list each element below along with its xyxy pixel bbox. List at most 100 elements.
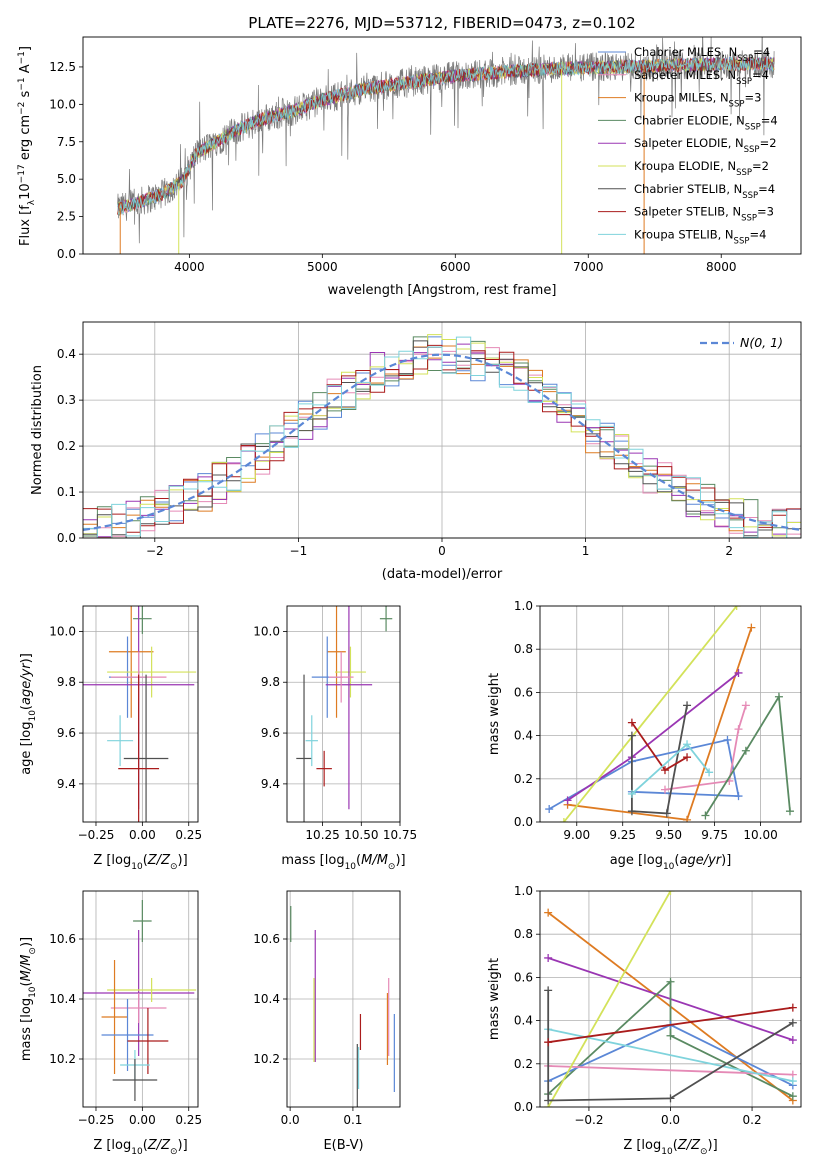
plot-area [296,606,393,822]
legend-label-gauss: N(0, 1) [740,335,783,350]
weight-marker-kroupa_elodie [559,818,568,822]
weight-marker-chabrier_stelib [683,701,692,710]
weight-marker-chabrier_elodie [788,1092,797,1101]
label-part: −1 [17,51,27,64]
x-tick-label: 10.75 [383,828,417,842]
legend-label-salpeter_elodie: Salpeter ELODIE, NSSP=2 [634,136,777,155]
label-part: 10 [28,710,38,722]
x-tick-label: 0.0 [661,1113,680,1127]
legend-sub: SSP [736,168,752,178]
x-tick-label: 4000 [174,260,205,274]
label-part: ] [18,46,33,51]
weight-marker-chabrier_stelib [544,1096,553,1105]
panel-spectrum: 4000 5000 6000 7000 8000 0.0 2.5 5.0 7.5 10.0 12.5… [17,14,802,298]
y-tick-label: 10.6 [253,932,280,946]
x-tick-label: 9.50 [655,828,682,842]
legend-value: =2 [752,159,769,173]
y-tick-label: 0.0 [514,815,533,829]
weight-line-kroupa_elodie [547,891,672,1107]
y-tick-label: 7.5 [57,135,76,149]
weight-marker-chabrier_elodie [666,977,675,986]
legend-text: Kroupa ELODIE, N [634,159,736,173]
legend-sub: SSP [736,77,752,87]
weight-marker-chabrier_stelib [788,1018,797,1027]
label-part: ⊙ [170,1147,178,1157]
y-tick-label: 0.4 [57,347,76,361]
x-tick-label: 1 [582,544,590,558]
label-part: ( [673,1138,678,1153]
label-part: −2 [17,102,27,115]
y-tick-label: 0.4 [514,729,533,743]
legend-sub: SSP [737,54,753,64]
label-part: M/M [19,955,34,982]
weight-line-kroupa_elodie [563,606,738,822]
y-tick-label: 9.6 [57,726,76,740]
label-part: age/yr [19,662,34,705]
weight-marker-kroupa_elodie [732,606,741,610]
weight-marker-salpeter_stelib [788,1003,797,1012]
label-part: )] [178,853,188,868]
label-part: ( [143,853,148,868]
weight-marker-chabrier_stelib [666,1094,675,1103]
legend-value: =3 [744,91,761,105]
x-tick-label: 9.75 [701,828,728,842]
y-tick-label: 9.8 [261,675,280,689]
label-part: 10 [131,1147,143,1157]
x-axis-label: mass [log10(M/M⊙)] [281,853,405,872]
panel-weight_vs_Z: −0.2 0.0 0.2 0.0 0.2 0.4 0.6 0.8 1.0 Z [log10(Z/Z… [487,884,802,1157]
legend-value: =4 [752,68,769,82]
label-part: mass [log [19,998,34,1061]
legend-text: Salpeter ELODIE, N [634,136,744,150]
x-tick-label: 2 [725,544,733,558]
label-part: )] [708,1138,718,1153]
x-tick-label: −2 [146,544,164,558]
label-part: )] [19,937,34,947]
x-tick-label: −0.2 [574,1113,603,1127]
y-tick-label: 0.8 [514,642,533,656]
x-tick-label: 10.00 [743,828,777,842]
label-part: 10 [28,986,38,998]
panel-residuals: −2 −1 0 1 2 0.0 0.1 0.2 0.3 0.4 N(0, 1) (data-model… [30,321,802,582]
weight-marker-salpeter_miles [741,701,750,710]
weight-marker-chabrier_miles [734,792,743,801]
panel-age_vs_mass: 10.25 10.50 10.75 9.4 9.6 9.8 10.0 mass [log10(… [253,605,417,872]
y-axis-label: age [log10(age/yr)] [19,653,38,775]
label-part: A [18,64,33,77]
label-part: ( [19,705,34,710]
plot-area [83,606,197,822]
legend-sub: SSP [741,214,757,224]
label-part: Flux [f [18,205,33,246]
model-spectrum-kroupa_stelib [117,56,775,215]
weight-marker-kroupa_stelib [683,740,692,749]
label-part: ( [356,853,361,868]
label-part: mass [log [281,853,344,868]
legend-sub: SSP [745,122,761,132]
x-tick-label: −0.25 [78,828,115,842]
y-tick-label: 0.4 [514,1014,533,1028]
legend-sub: SSP [744,145,760,155]
weight-marker-chabrier_elodie [785,807,794,816]
legend-text: Salpeter STELIB, N [634,205,741,219]
label-part: erg cm [18,115,33,164]
legend-label-chabrier_stelib: Chabrier STELIB, NSSP=4 [634,182,775,201]
weight-marker-kroupa_miles [683,815,692,822]
x-axis-label: age [log10(age/yr)] [610,853,732,872]
weight-marker-kroupa_stelib [705,768,714,777]
weight-marker-kroupa_miles [747,623,756,632]
x-tick-label: 9.00 [563,828,590,842]
y-tick-label: 10.4 [49,992,76,1006]
label-part: age/yr [679,853,722,868]
y-axis-label: mass [log10(M/M⊙)] [19,937,38,1061]
y-tick-label: 9.4 [261,777,280,791]
y-tick-label: 0.2 [514,772,533,786]
label-part: )] [19,653,34,663]
legend-text: Chabrier ELODIE, N [634,113,745,127]
y-tick-label: 9.6 [261,726,280,740]
label-part: ( [19,981,34,986]
label-part: ⊙ [28,947,38,955]
y-tick-label: 0.2 [514,1057,533,1071]
plot-area [290,906,395,1107]
y-axis-label: Flux [fλ10−17 erg cm−2 s−1 A−1] [17,46,37,246]
label-part: −1 [17,77,27,90]
